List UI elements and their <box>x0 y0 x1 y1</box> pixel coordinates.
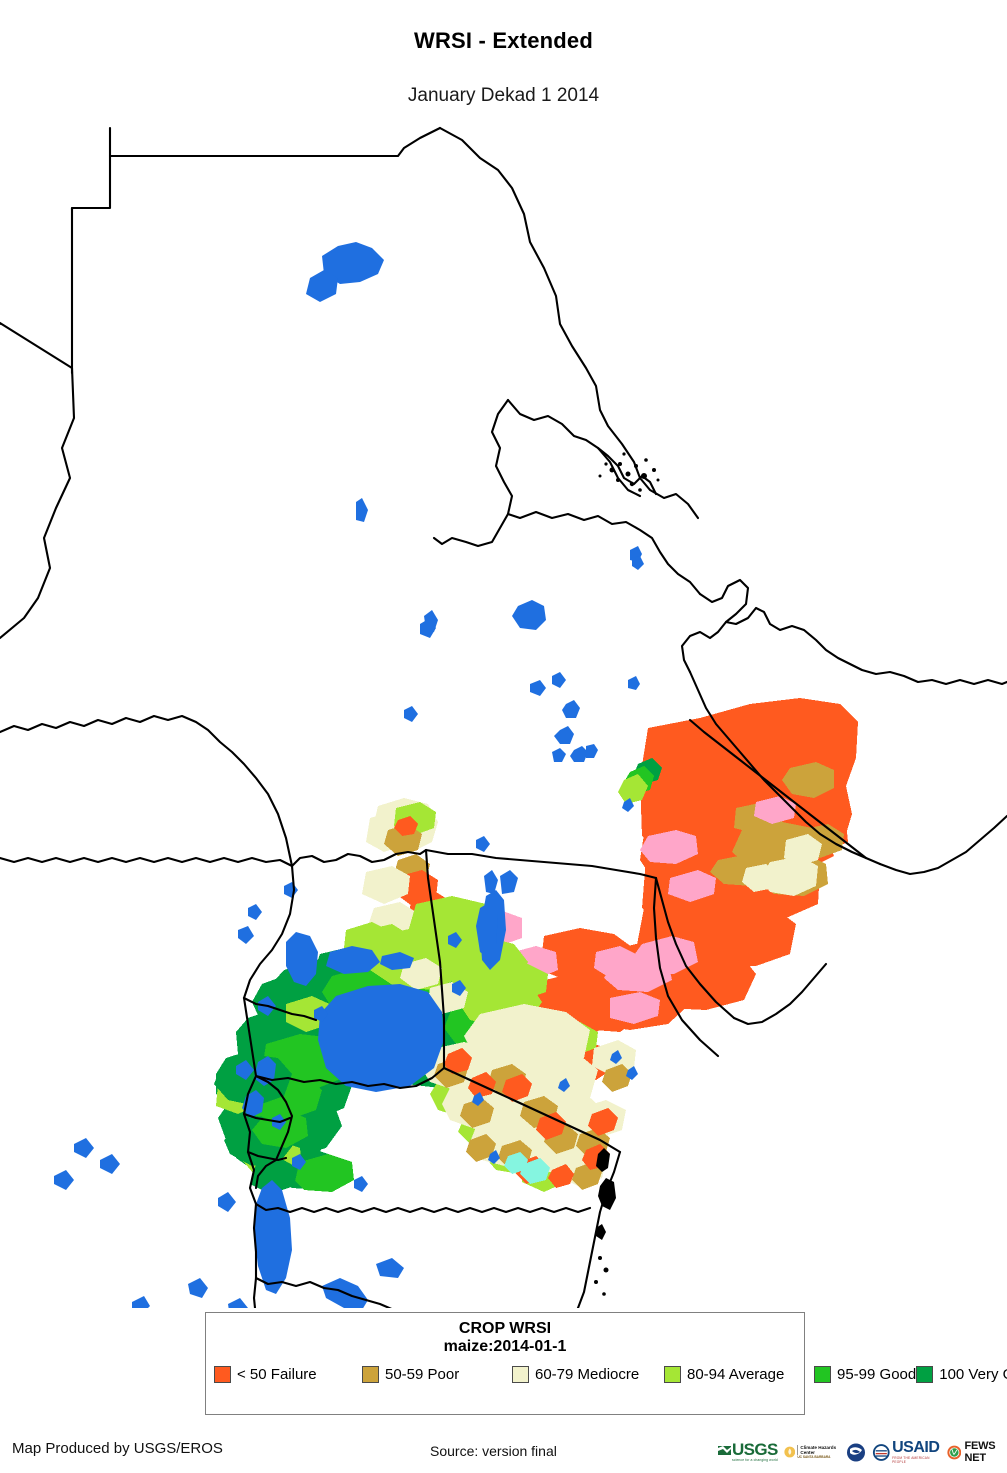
usgs-mark-icon <box>718 1446 731 1455</box>
chc-droplet-icon <box>784 1446 795 1458</box>
noaa-seal-icon <box>846 1443 865 1461</box>
usgs-logo-tagline: science for a changing world <box>732 1458 778 1463</box>
water-bodies-layer <box>54 242 644 1308</box>
legend-panel: CROP WRSI maize:2014-01-1 < 50 Failure 5… <box>205 1312 1007 1415</box>
chc-logo-text: Climate Hazards Center <box>797 1444 839 1456</box>
usaid-logo: USAID FROM THE AMERICAN PEOPLE <box>872 1440 941 1464</box>
legend-label-average: 80-94 Average <box>687 1366 785 1384</box>
legend-swatch-poor <box>362 1366 379 1384</box>
legend-label-failure: < 50 Failure <box>237 1366 317 1384</box>
legend-label-very-good: 100 Very Good <box>939 1366 1007 1384</box>
footer-credit: Map Produced by USGS/EROS <box>12 1440 223 1457</box>
legend-subtitle: maize:2014-01-1 <box>443 1338 567 1356</box>
fewsnet-globe-icon <box>947 1445 962 1459</box>
country-borders-layer <box>0 126 1007 1308</box>
fewsnet-logo: FEWS NET <box>947 1440 1007 1464</box>
noaa-logo <box>846 1443 866 1462</box>
footer-logos: USGS science for a changing world Climat… <box>718 1437 1007 1467</box>
legend-label-good: 95-99 Good <box>837 1366 917 1384</box>
coastline-islands-layer <box>594 452 660 1296</box>
usaid-logo-text: USAID <box>892 1439 940 1456</box>
legend-swatch-very-good <box>916 1366 934 1384</box>
legend-entries: < 50 Failure 50-59 Poor 60-79 Mediocre 8… <box>206 1363 1007 1387</box>
usaid-logo-tagline: FROM THE AMERICAN PEOPLE <box>892 1456 930 1464</box>
legend-entry-good: 95-99 Good <box>814 1363 916 1387</box>
footer-source: Source: version final <box>430 1443 557 1459</box>
legend-entry-very-good: 100 Very Good <box>916 1363 1007 1387</box>
legend-label-mediocre: 60-79 Mediocre <box>535 1366 640 1384</box>
legend-entry-mediocre: 60-79 Mediocre <box>512 1363 664 1387</box>
chc-logo-tagline: UC SANTA BARBARA <box>797 1455 831 1460</box>
usgs-logo-text: USGS <box>732 1440 778 1460</box>
usgs-logo: USGS science for a changing world <box>718 1441 778 1462</box>
page-title: WRSI - Extended <box>413 28 593 53</box>
legend-title: CROP WRSI <box>458 1320 552 1337</box>
chc-logo: Climate Hazards Center UC SANTA BARBARA <box>784 1444 840 1460</box>
page-subtitle: January Dekad 1 2014 <box>407 85 600 106</box>
legend-swatch-average <box>664 1366 681 1384</box>
usaid-seal-icon <box>872 1443 890 1461</box>
map-canvas[interactable] <box>0 118 1007 1308</box>
legend-entry-poor: 50-59 Poor <box>362 1363 512 1387</box>
fewsnet-logo-text: FEWS NET <box>964 1440 996 1464</box>
legend-swatch-good <box>814 1366 831 1384</box>
legend-swatch-mediocre <box>512 1366 529 1384</box>
legend-entry-failure: < 50 Failure <box>214 1363 362 1387</box>
legend-swatch-failure <box>214 1366 231 1384</box>
legend-label-poor: 50-59 Poor <box>385 1366 460 1384</box>
legend-entry-average: 80-94 Average <box>664 1363 814 1387</box>
